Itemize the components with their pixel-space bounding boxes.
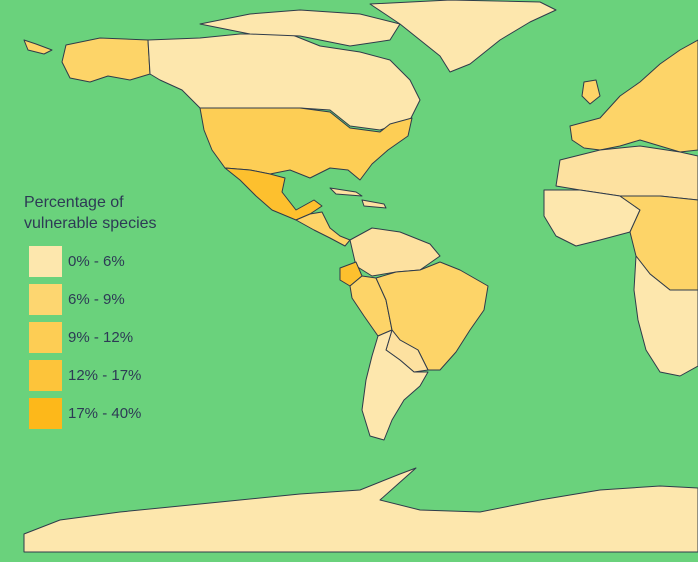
legend-item: 0% - 6% xyxy=(24,242,194,280)
region-alaska-islands xyxy=(23,39,53,55)
region-mexico[interactable] xyxy=(224,167,323,221)
legend-label: 17% - 40% xyxy=(68,404,142,422)
legend-items: 0% - 6% 6% - 9% 9% - 12% 12% - 17% 17% -… xyxy=(24,242,194,432)
region-europe[interactable] xyxy=(569,39,698,153)
legend-swatch xyxy=(29,397,62,429)
region-central-america[interactable] xyxy=(295,211,351,247)
region-caribbean xyxy=(329,187,387,209)
region-colombia-venezuela[interactable] xyxy=(349,227,441,277)
region-north-africa[interactable] xyxy=(555,145,698,201)
legend-item: 17% - 40% xyxy=(24,394,194,432)
legend-label: 6% - 9% xyxy=(68,290,125,308)
legend-swatch xyxy=(29,283,62,315)
region-southern-africa[interactable] xyxy=(633,255,698,377)
legend-item: 12% - 17% xyxy=(24,356,194,394)
legend-swatch xyxy=(29,321,62,353)
legend-item: 6% - 9% xyxy=(24,280,194,318)
region-alaska[interactable] xyxy=(61,37,151,83)
legend-item: 9% - 12% xyxy=(24,318,194,356)
legend-label: 9% - 12% xyxy=(68,328,134,346)
region-brazil[interactable] xyxy=(375,261,489,371)
region-west-africa[interactable] xyxy=(543,189,641,247)
legend-swatch xyxy=(29,245,62,277)
region-greenland[interactable] xyxy=(369,0,557,73)
legend-swatch xyxy=(29,359,62,391)
region-uk xyxy=(581,79,601,105)
legend: Percentage of vulnerable species 0% - 6%… xyxy=(24,192,194,432)
region-canada-arctic xyxy=(199,9,401,47)
region-antarctica[interactable] xyxy=(23,467,698,553)
region-argentina-chile[interactable] xyxy=(361,329,429,441)
legend-title: Percentage of vulnerable species xyxy=(24,194,157,232)
legend-label: 12% - 17% xyxy=(68,366,142,384)
legend-label: 0% - 6% xyxy=(68,252,125,270)
